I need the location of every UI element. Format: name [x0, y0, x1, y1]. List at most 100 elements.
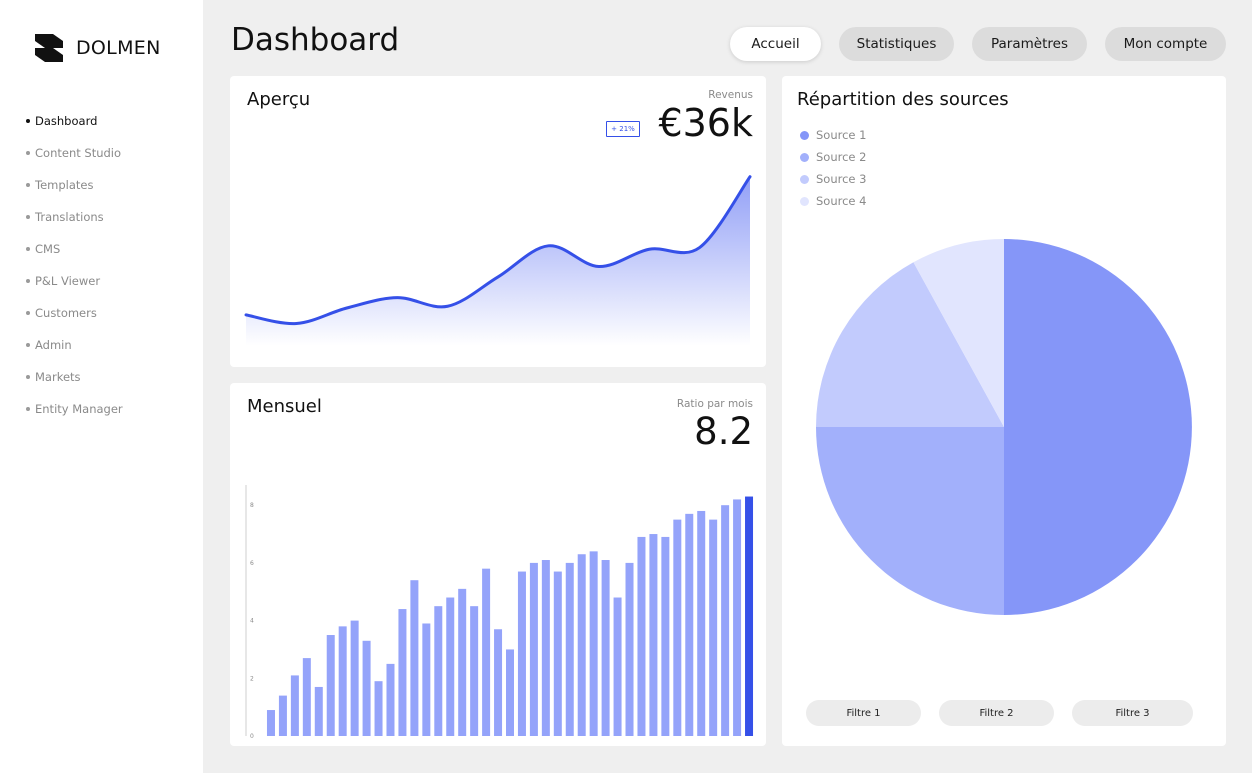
monthly-bar — [290, 675, 299, 736]
sidebar-item-label: Admin — [35, 338, 72, 352]
y-tick-label: 2 — [250, 675, 254, 682]
pie-slice-source-1 — [1004, 239, 1192, 615]
sidebar-item-templates[interactable]: Templates — [26, 178, 123, 210]
sidebar-item-admin[interactable]: Admin — [26, 338, 123, 370]
legend-item-source-3: Source 3 — [800, 168, 866, 190]
legend-dot-icon — [800, 196, 809, 206]
monthly-bar — [314, 686, 323, 736]
monthly-bar — [685, 513, 694, 736]
monthly-bar — [422, 623, 431, 736]
monthly-bar — [482, 568, 491, 736]
pie-slice-source-3 — [816, 262, 1004, 427]
monthly-bar — [601, 560, 610, 736]
nav-tab-accueil[interactable]: Accueil — [730, 27, 821, 61]
nav-tab-statistiques[interactable]: Statistiques — [839, 27, 954, 61]
sidebar-item-label: Translations — [35, 210, 104, 224]
filter-group: Filtre 1 Filtre 2 Filtre 3 — [806, 700, 1193, 726]
sidebar-item-label: Dashboard — [35, 114, 98, 128]
sources-legend: Source 1 Source 2 Source 3 Source 4 — [800, 124, 866, 212]
bullet-icon — [26, 407, 30, 411]
monthly-bar — [386, 663, 395, 736]
monthly-bar-chart: 0 2 4 6 8 — [245, 485, 754, 740]
sidebar-item-markets[interactable]: Markets — [26, 370, 123, 402]
y-tick-label: 8 — [250, 502, 254, 509]
sidebar-nav: Dashboard Content Studio Templates Translat… — [26, 114, 123, 434]
y-tick-label: 6 — [250, 560, 254, 567]
pie-slice-source-2 — [816, 427, 1004, 615]
monthly-bar — [637, 536, 646, 736]
sidebar-item-entity-manager[interactable]: Entity Manager — [26, 402, 123, 434]
sidebar-item-translations[interactable]: Translations — [26, 210, 123, 242]
sidebar-item-label: Content Studio — [35, 146, 122, 160]
bullet-icon — [26, 279, 30, 283]
y-tick-label: 4 — [250, 618, 254, 625]
monthly-bar — [721, 505, 730, 736]
monthly-bar — [613, 597, 622, 736]
legend-label: Source 4 — [816, 194, 867, 208]
legend-dot-icon — [800, 130, 809, 140]
monthly-bar — [278, 695, 287, 736]
sidebar-item-label: CMS — [35, 242, 61, 256]
monthly-bar — [649, 534, 658, 736]
monthly-bar — [577, 554, 586, 736]
bullet-icon — [26, 375, 30, 379]
monthly-bar — [565, 562, 574, 736]
sidebar-item-cms[interactable]: CMS — [26, 242, 123, 274]
monthly-bar — [362, 640, 371, 736]
filter-button-3[interactable]: Filtre 3 — [1072, 700, 1193, 726]
monthly-bar — [398, 609, 407, 736]
nav-tab-parametres[interactable]: Paramètres — [972, 27, 1087, 61]
monthly-bar — [350, 620, 359, 736]
sources-title: Répartition des sources — [797, 89, 1009, 110]
ratio-value: 8.2 — [694, 410, 753, 453]
monthly-bar — [541, 560, 550, 736]
sidebar: DOLMEN Dashboard Content Studio Templates T… — [0, 0, 203, 773]
monthly-title: Mensuel — [247, 396, 322, 417]
monthly-bar — [697, 510, 706, 736]
bullet-icon — [26, 151, 30, 155]
ratio-label: Ratio par mois — [676, 398, 753, 410]
monthly-bar — [374, 681, 383, 736]
monthly-bar — [410, 580, 419, 736]
sidebar-item-dashboard[interactable]: Dashboard — [26, 114, 123, 146]
monthly-bar — [673, 519, 682, 736]
monthly-bar — [733, 499, 742, 736]
monthly-bar — [458, 588, 467, 736]
monthly-bar — [625, 562, 634, 736]
bullet-icon — [26, 311, 30, 315]
monthly-bar — [338, 626, 347, 736]
legend-label: Source 2 — [816, 150, 867, 164]
legend-dot-icon — [800, 174, 809, 184]
monthly-bar — [517, 571, 526, 736]
monthly-bar — [553, 571, 562, 736]
filter-button-1[interactable]: Filtre 1 — [806, 700, 921, 726]
sidebar-item-pandl-viewer[interactable]: P&L Viewer — [26, 274, 123, 306]
nav-tab-mon-compte[interactable]: Mon compte — [1105, 27, 1226, 61]
dolmen-logo-icon — [35, 34, 63, 62]
growth-badge: + 21% — [606, 121, 640, 137]
sidebar-item-customers[interactable]: Customers — [26, 306, 123, 338]
legend-item-source-1: Source 1 — [800, 124, 866, 146]
pie-slice-source-4 — [913, 239, 1004, 427]
sidebar-item-label: Entity Manager — [35, 402, 123, 416]
filter-button-2[interactable]: Filtre 2 — [939, 700, 1054, 726]
bullet-icon — [26, 343, 30, 347]
monthly-bar — [494, 629, 503, 736]
bullet-icon — [26, 119, 30, 123]
top-nav: Accueil Statistiques Paramètres Mon compte — [730, 27, 1226, 61]
sidebar-item-label: P&L Viewer — [35, 274, 101, 288]
monthly-bar — [529, 562, 538, 736]
sources-pie-chart — [816, 239, 1192, 615]
bullet-icon — [26, 183, 30, 187]
overview-card: Aperçu Revenus €36k + 21% — [230, 76, 766, 367]
monthly-bar — [589, 551, 598, 736]
sidebar-item-content-studio[interactable]: Content Studio — [26, 146, 123, 178]
y-tick-label: 0 — [250, 733, 254, 740]
monthly-bar — [709, 519, 718, 736]
monthly-card: Mensuel Ratio par mois 8.2 0 2 4 6 8 — [230, 383, 766, 746]
revenue-line — [244, 175, 752, 326]
legend-label: Source 3 — [816, 172, 867, 186]
brand[interactable]: DOLMEN — [35, 34, 161, 62]
monthly-bar — [434, 606, 443, 736]
sidebar-item-label: Markets — [35, 370, 81, 384]
